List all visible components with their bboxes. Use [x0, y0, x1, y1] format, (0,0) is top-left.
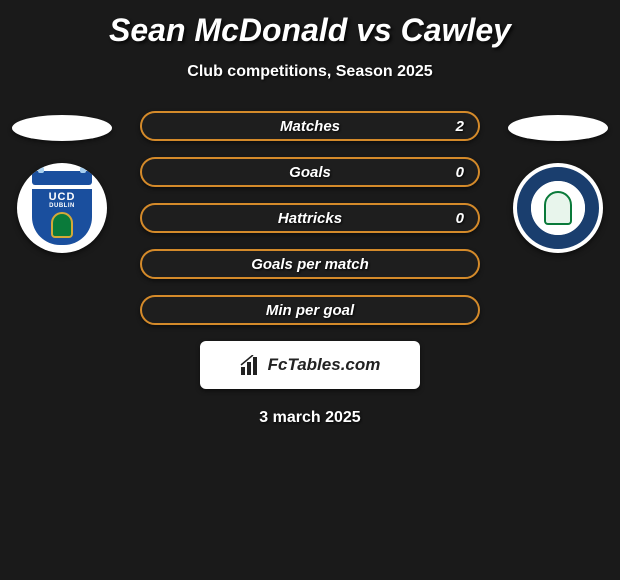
stat-row-min-per-goal: Min per goal — [140, 295, 480, 325]
stat-label: Goals — [289, 164, 331, 181]
stat-label: Hattricks — [278, 210, 342, 227]
stat-row-matches: Matches 2 — [140, 111, 480, 141]
left-player-column: UCD DUBLIN — [12, 115, 112, 253]
left-flag-icon — [12, 115, 112, 141]
stat-row-hattricks: Hattricks 0 — [140, 203, 480, 233]
infographic-container: Sean McDonald vs Cawley Club competition… — [0, 0, 620, 427]
harp-icon — [544, 191, 572, 225]
stats-list: Matches 2 Goals 0 Hattricks 0 Goals per … — [140, 111, 480, 325]
page-title: Sean McDonald vs Cawley — [0, 0, 620, 49]
left-club-crest: UCD DUBLIN — [17, 163, 107, 253]
branding-box: FcTables.com — [200, 341, 420, 389]
stat-value: 0 — [456, 164, 464, 181]
dublin-crest-text: DUBLIN — [49, 203, 75, 209]
right-flag-icon — [508, 115, 608, 141]
harp-icon — [51, 212, 73, 238]
stat-label: Min per goal — [266, 302, 354, 319]
branding-text: FcTables.com — [268, 355, 381, 375]
date-text: 3 march 2025 — [0, 409, 620, 427]
stat-value: 2 — [456, 118, 464, 135]
right-player-column — [508, 115, 608, 253]
stat-value: 0 — [456, 210, 464, 227]
subtitle: Club competitions, Season 2025 — [0, 63, 620, 81]
ucd-crest-text: UCD — [49, 191, 76, 203]
stat-label: Goals per match — [251, 256, 369, 273]
stat-label: Matches — [280, 118, 340, 135]
stat-row-goals: Goals 0 — [140, 157, 480, 187]
right-club-crest — [513, 163, 603, 253]
bars-icon — [240, 355, 262, 375]
stat-row-goals-per-match: Goals per match — [140, 249, 480, 279]
